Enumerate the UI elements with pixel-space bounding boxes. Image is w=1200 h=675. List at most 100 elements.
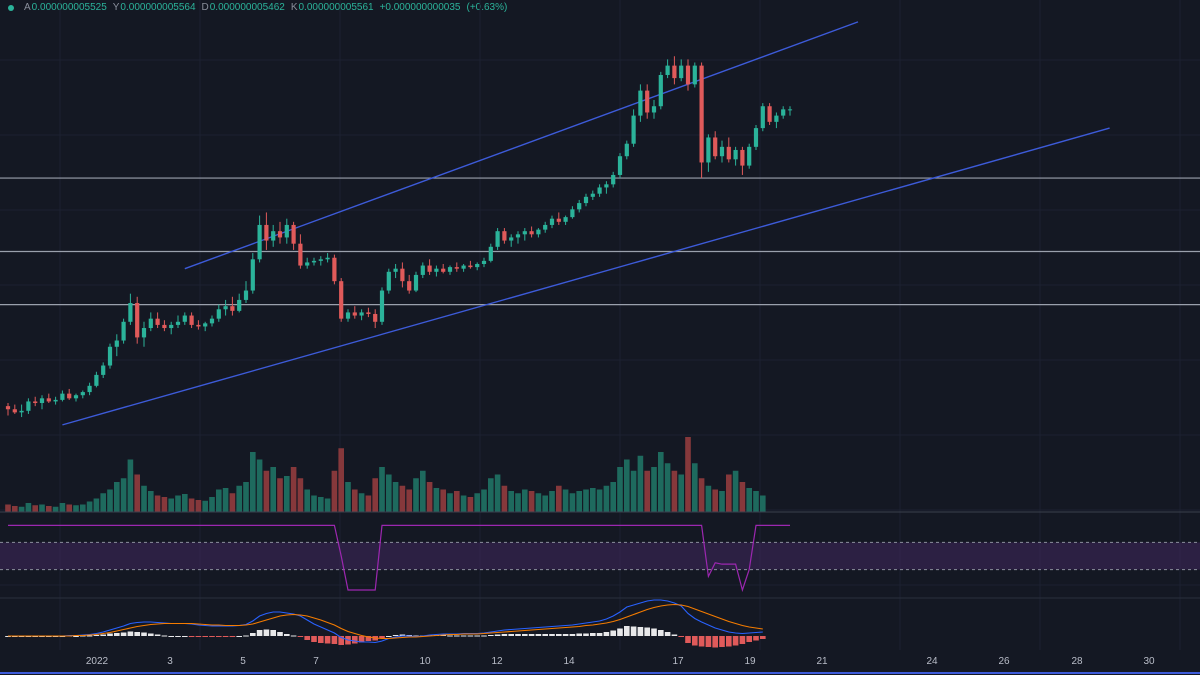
macd-histogram-bar bbox=[216, 636, 222, 637]
candle-body bbox=[617, 156, 623, 175]
time-axis-tick-label: 14 bbox=[563, 656, 575, 667]
candle-body bbox=[638, 90, 643, 116]
candle-body bbox=[250, 259, 255, 291]
candle-body bbox=[128, 303, 133, 322]
volume-bar bbox=[562, 489, 569, 512]
volume-bar bbox=[263, 470, 270, 512]
candle-body bbox=[277, 231, 283, 238]
volume-bar bbox=[556, 485, 562, 512]
volume-bar bbox=[100, 493, 106, 512]
candle-body bbox=[733, 149, 738, 160]
macd-histogram-bar bbox=[698, 636, 705, 647]
candle-body bbox=[203, 323, 208, 327]
volume-bar bbox=[692, 463, 698, 512]
macd-histogram-bar bbox=[705, 636, 712, 647]
volume-bar bbox=[202, 500, 208, 512]
macd-histogram-bar bbox=[583, 633, 589, 636]
macd-histogram-bar bbox=[447, 635, 453, 637]
volume-bar bbox=[284, 476, 290, 512]
time-axis-tick-label: 3 bbox=[167, 656, 173, 667]
volume-bar bbox=[433, 488, 440, 512]
candle-body bbox=[556, 218, 561, 222]
volume-bar bbox=[685, 437, 691, 512]
macd-histogram-bar bbox=[603, 632, 610, 636]
volume-bar bbox=[18, 506, 25, 512]
macd-histogram-bar bbox=[746, 636, 752, 642]
volume-bar bbox=[590, 488, 596, 512]
macd-histogram-bar bbox=[617, 628, 623, 636]
macd-histogram-bar bbox=[290, 635, 297, 637]
volume-bar bbox=[277, 478, 283, 512]
macd-histogram-bar bbox=[508, 634, 514, 636]
candle-body bbox=[631, 115, 636, 144]
candle-body bbox=[352, 312, 357, 316]
volume-bar bbox=[73, 505, 79, 512]
volume-bar bbox=[107, 489, 113, 512]
candle-body bbox=[665, 65, 670, 75]
volume-bar bbox=[80, 504, 86, 512]
candle-body bbox=[73, 395, 79, 399]
macd-histogram-bar bbox=[141, 632, 147, 636]
candle-body bbox=[760, 106, 765, 129]
macd-histogram-bar bbox=[678, 636, 684, 637]
candle-body bbox=[94, 374, 99, 386]
volume-bar bbox=[719, 491, 725, 512]
volume-bar bbox=[596, 489, 603, 512]
candle-body bbox=[624, 143, 629, 157]
rsi-pane bbox=[0, 524, 1200, 599]
candle-body bbox=[189, 315, 194, 325]
candle-body bbox=[216, 309, 221, 319]
candle-body bbox=[107, 346, 113, 366]
candlestick-series bbox=[5, 56, 793, 418]
candle-body bbox=[434, 268, 439, 272]
candle-body bbox=[583, 196, 589, 204]
volume-bar bbox=[182, 494, 188, 512]
candle-body bbox=[753, 128, 759, 147]
volume-bar bbox=[494, 474, 501, 512]
candle-body bbox=[502, 231, 507, 241]
volume-bar bbox=[576, 491, 582, 512]
high-label: Y bbox=[112, 2, 120, 13]
high-value: 0.000000005564 bbox=[120, 2, 196, 13]
macd-histogram-bar bbox=[739, 636, 746, 644]
volume-bar bbox=[746, 488, 752, 512]
time-axis-tick-label: 17 bbox=[672, 656, 684, 667]
volume-bar bbox=[447, 493, 453, 512]
macd-histogram-bar bbox=[318, 636, 324, 643]
volume-bar bbox=[726, 474, 732, 512]
macd-histogram-bar bbox=[311, 636, 317, 642]
candle-body bbox=[345, 312, 351, 319]
volume-bar bbox=[392, 482, 399, 512]
candle-body bbox=[80, 392, 85, 396]
macd-histogram-bar bbox=[474, 635, 480, 637]
candle-body bbox=[209, 318, 215, 324]
volume-bar bbox=[474, 493, 480, 512]
macd-histogram-bar bbox=[331, 636, 338, 644]
candle-body bbox=[529, 231, 534, 235]
volume-bar bbox=[644, 470, 650, 512]
open-value-item: A 0.000000005525 bbox=[24, 2, 107, 13]
macd-histogram-bar bbox=[263, 629, 270, 636]
macd-histogram-bar bbox=[454, 635, 460, 637]
volume-bar bbox=[52, 506, 59, 512]
volume-bar bbox=[25, 503, 32, 512]
candle-body bbox=[679, 65, 684, 79]
volume-bar bbox=[331, 470, 338, 512]
macd-histogram-bar bbox=[358, 636, 365, 643]
macd-histogram-bar bbox=[386, 636, 392, 637]
candle-body bbox=[549, 218, 555, 225]
macd-histogram-bar bbox=[624, 626, 630, 636]
volume-bar bbox=[760, 495, 766, 512]
volume-bar bbox=[705, 485, 712, 512]
volume-bar bbox=[549, 491, 555, 512]
low-value: 0.000000005462 bbox=[209, 2, 285, 13]
macd-histogram-bar bbox=[86, 635, 93, 637]
volume-bar bbox=[426, 482, 433, 512]
macd-histogram-bar bbox=[494, 634, 501, 636]
candle-body bbox=[604, 184, 609, 188]
volume-bar bbox=[39, 504, 45, 512]
macd-histogram-bar bbox=[168, 636, 174, 637]
macd-histogram-bar bbox=[569, 634, 576, 636]
volume-bar bbox=[624, 459, 630, 512]
